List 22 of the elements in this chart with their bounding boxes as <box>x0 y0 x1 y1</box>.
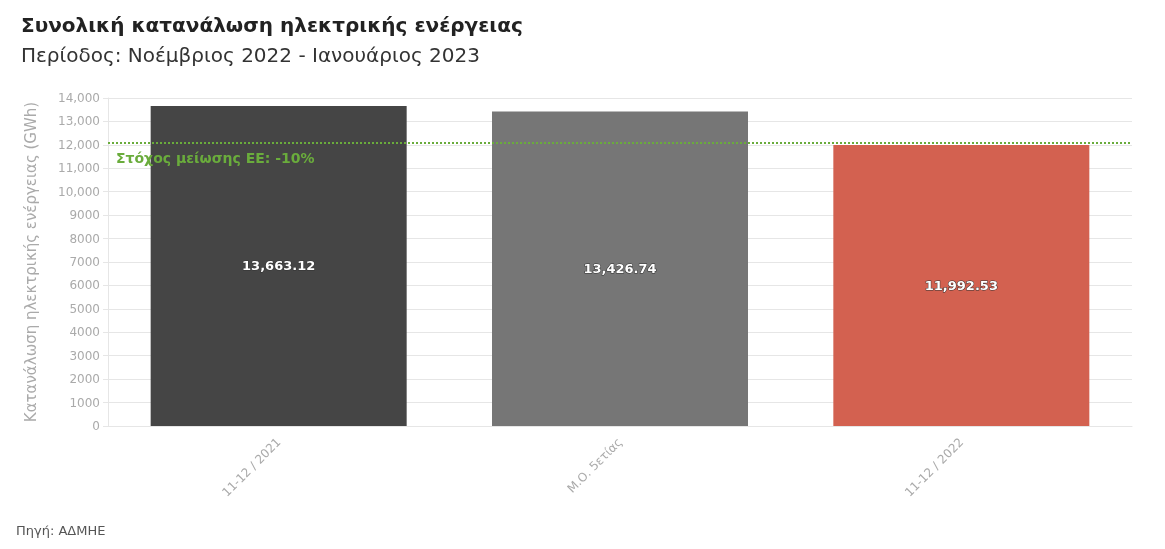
y-tick-label: 12,000 <box>58 137 100 152</box>
chart-title: Συνολική κατανάλωση ηλεκτρικής ενέργειας <box>21 13 523 37</box>
data-label: 13,426.74 <box>583 261 657 277</box>
y-axis-title: Κατανάλωση ηλεκτρικής ενέργειας (GWh) <box>21 101 40 423</box>
y-tick-label: 3000 <box>69 348 100 363</box>
y-tick-label: 6000 <box>69 278 100 293</box>
y-tick-label: 9000 <box>69 208 100 223</box>
data-label: 11,992.53 <box>924 278 998 294</box>
y-tick-label: 11,000 <box>58 161 100 176</box>
y-tick-label: 4000 <box>69 325 100 340</box>
y-tick-label: 1000 <box>69 395 100 410</box>
y-tick-label: 10,000 <box>58 184 100 199</box>
chart-subtitle: Περίοδος: Νοέμβριος 2022 - Ιανουάριος 2023 <box>21 43 480 67</box>
y-tick-label: 0 <box>92 419 100 433</box>
y-tick-label: 8000 <box>69 231 100 246</box>
y-tick-label: 7000 <box>69 255 100 269</box>
text: Πηγή: ΑΔΜΗΕ <box>16 523 106 538</box>
y-tick-label: 5000 <box>69 301 100 316</box>
y-tick-label: 13,000 <box>58 114 100 129</box>
data-label: 13,663.12 <box>242 258 316 274</box>
y-tick-label: 2000 <box>69 372 100 387</box>
y-tick-label: 14,000 <box>58 91 100 105</box>
